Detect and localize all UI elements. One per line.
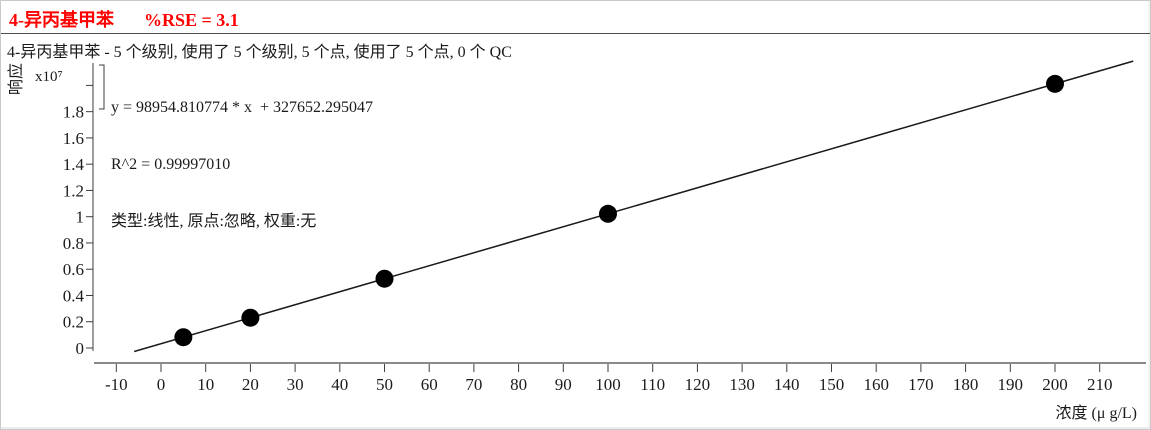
y-tick-label: 0.6 [63,260,84,279]
x-tick-label: 200 [1042,375,1068,394]
panel-title: 4-异丙基甲苯 %RSE = 3.1 [9,6,239,32]
y-tick-label: 0.8 [63,234,84,253]
x-tick-label: 20 [242,375,259,394]
x-tick-label: -10 [105,375,128,394]
fit-r-squared: R^2 = 0.99997010 [111,156,231,173]
x-tick-label: 180 [953,375,979,394]
fit-line [133,60,1134,353]
calibration-point[interactable] [1046,74,1064,93]
y-tick-label: 0.4 [63,286,85,305]
x-tick-label: 130 [729,375,755,394]
x-tick-label: 30 [287,375,304,394]
x-tick-label: 0 [157,375,166,394]
x-tick-label: 160 [863,375,889,394]
x-tick-label: 90 [555,375,572,394]
fit-type: 类型:线性, 原点:忽略, 权重:无 [111,213,317,230]
x-tick-label: 140 [774,375,800,394]
x-tick-label: 170 [908,375,934,394]
y-tick-label: 1.2 [63,181,84,200]
x-tick-label: 40 [331,375,348,394]
calibration-point[interactable] [174,328,193,347]
title-separator [1,33,1150,34]
calibration-point[interactable] [599,204,617,223]
rse-value: %RSE = 3.1 [144,10,239,30]
y-tick-label: 0.2 [63,313,84,332]
calibration-point[interactable] [241,308,260,327]
x-axis-title: 浓度 (μ g/L) [1055,405,1137,422]
fit-text-bracket [99,64,105,110]
x-tick-label: 100 [595,375,621,394]
y-tick-label: 1.4 [63,155,85,174]
calibration-info-line: 4-异丙基甲苯 - 5 个级别, 使用了 5 个级别, 5 个点, 使用了 5 … [7,44,512,61]
x-tick-label: 150 [819,375,845,394]
x-tick-label: 80 [510,375,527,394]
fit-equation-block: y = 98954.810774 * x + 327652.295047 R^2… [111,60,373,269]
y-tick-label: 1 [76,208,85,227]
x-tick-label: 50 [376,375,393,394]
x-tick-label: 110 [640,375,665,394]
y-tick-label: 1.8 [63,103,84,122]
x-tick-label: 120 [685,375,711,394]
x-tick-label: 60 [421,375,438,394]
calibration-point[interactable] [375,269,394,288]
x-tick-label: 190 [998,375,1024,394]
fit-equation: y = 98954.810774 * x + 327652.295047 [111,99,374,116]
x-tick-label: 70 [465,375,482,394]
y-tick-label: 1.6 [63,129,84,148]
x-tick-label: 10 [197,375,214,394]
y-axis-scale-factor: x10⁷ [35,69,63,85]
x-tick-label: 210 [1087,375,1113,394]
compound-name-title: 4-异丙基甲苯 [9,10,114,30]
y-tick-label: 0 [76,339,85,358]
